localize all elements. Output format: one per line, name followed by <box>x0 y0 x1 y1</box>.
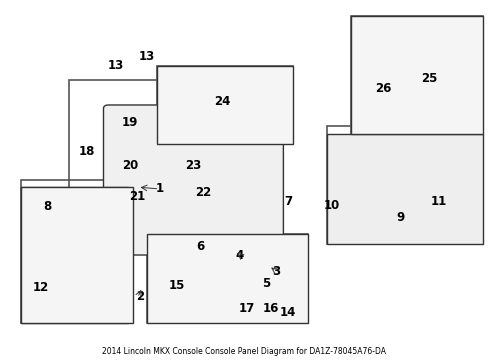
Text: 24: 24 <box>214 95 230 108</box>
Text: 12: 12 <box>33 281 49 294</box>
Text: 15: 15 <box>168 279 184 292</box>
Text: 6: 6 <box>196 240 204 253</box>
Text: 10: 10 <box>323 198 340 212</box>
Polygon shape <box>326 134 482 244</box>
Polygon shape <box>21 187 127 323</box>
Bar <box>351 16 482 134</box>
Bar <box>69 80 254 216</box>
Text: 22: 22 <box>195 186 211 199</box>
Text: 8: 8 <box>43 200 52 213</box>
Text: 13: 13 <box>107 59 123 72</box>
Text: 4: 4 <box>235 248 243 261</box>
Text: 11: 11 <box>430 195 446 208</box>
Text: 26: 26 <box>374 82 390 95</box>
Bar <box>326 126 482 244</box>
Text: 20: 20 <box>122 159 138 172</box>
Bar <box>21 180 132 323</box>
Text: 25: 25 <box>420 72 437 85</box>
Text: 5: 5 <box>262 277 270 290</box>
Text: 1: 1 <box>155 183 163 195</box>
Text: 23: 23 <box>185 159 201 172</box>
Text: 19: 19 <box>122 116 138 129</box>
Text: 2: 2 <box>136 289 144 303</box>
Bar <box>147 234 307 323</box>
Text: 17: 17 <box>238 302 255 315</box>
Text: 21: 21 <box>129 190 145 203</box>
Bar <box>21 187 132 323</box>
Text: 13: 13 <box>139 50 155 63</box>
Text: 16: 16 <box>263 302 279 315</box>
Bar <box>157 66 292 144</box>
Bar <box>157 66 292 144</box>
Text: 14: 14 <box>280 306 296 319</box>
Text: 9: 9 <box>395 211 404 224</box>
Text: 18: 18 <box>78 145 95 158</box>
Text: 3: 3 <box>271 265 280 278</box>
Bar <box>147 234 307 323</box>
Bar <box>351 16 482 134</box>
FancyBboxPatch shape <box>103 105 283 255</box>
Text: 7: 7 <box>284 195 292 208</box>
Text: 2014 Lincoln MKX Console Console Panel Diagram for DA1Z-78045A76-DA: 2014 Lincoln MKX Console Console Panel D… <box>102 347 386 356</box>
